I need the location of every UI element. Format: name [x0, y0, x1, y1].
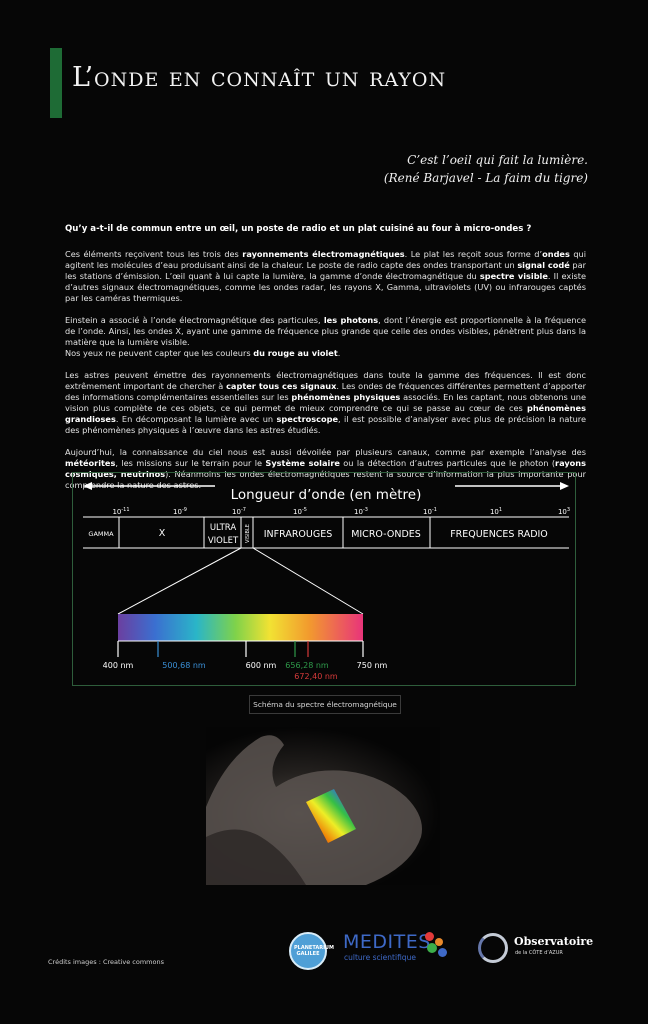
observatoire-logo: Observatoire de la CÔTE d’AZUR [468, 930, 593, 966]
paragraph-4: Aujourd’hui, la connaissance du ciel nou… [65, 447, 587, 490]
svg-text:10-9: 10-9 [173, 507, 187, 516]
article: Qu’y a-t-il de commun entre un œil, un p… [65, 224, 586, 502]
label-500nm: 500,68 nm [162, 661, 206, 670]
medites-logo-subtitle: culture scientifique [344, 953, 416, 962]
band-microwave: MICRO-ONDES [351, 529, 421, 540]
observatoire-logo-name: Observatoire [514, 935, 594, 948]
observatoire-logo-subtitle: de la CÔTE d’AZUR [515, 950, 563, 956]
paragraph-3: Les astres peuvent émettre des rayonneme… [65, 370, 587, 435]
label-750nm: 750 nm [357, 661, 388, 670]
medites-dot-orange [435, 938, 443, 946]
band-ultra: ULTRA [210, 523, 237, 533]
spectrum-caption: Schéma du spectre électromagnétique [249, 695, 401, 714]
label-600nm: 600 nm [246, 661, 277, 670]
medites-logo: MEDITES culture scientifique [343, 928, 453, 968]
svg-text:10-1: 10-1 [423, 507, 437, 516]
planetarium-logo-text: PLANETARIUM GALILEE [294, 945, 334, 957]
label-400nm: 400 nm [103, 661, 134, 670]
quote-author: (René Barjavel - La faim du tigre) [383, 171, 588, 185]
page-title: L’onde en connaît un rayon [72, 62, 447, 93]
quote-text: C’est l’oeil qui fait la lumière. [407, 153, 588, 167]
band-labels: GAMMA X ULTRA VIOLET VISIBLE INFRAROUGES… [88, 523, 547, 546]
image-credits: Crédits images : Creative commons [48, 958, 164, 966]
band-visible: VISIBLE [245, 524, 251, 543]
band-x: X [159, 528, 166, 539]
label-672nm: 672,40 nm [294, 672, 338, 681]
spectrum-svg: Longueur d’onde (en mètre) 10-11 10-9 10… [83, 482, 570, 681]
svg-text:101: 101 [490, 507, 502, 516]
svg-text:10-5: 10-5 [293, 507, 307, 516]
band-gamma: GAMMA [88, 530, 114, 538]
medites-dot-red [425, 932, 434, 941]
observatoire-ring-icon [478, 933, 508, 963]
paragraph-1: Ces éléments reçoivent tous les trois de… [65, 249, 586, 303]
svg-text:103: 103 [558, 507, 570, 516]
paragraph-2: Einstein a associé à l’onde électromagné… [65, 315, 587, 358]
band-infrared: INFRAROUGES [264, 529, 333, 540]
hand-prism-photo [206, 727, 440, 885]
title-accent-bar [50, 48, 62, 118]
rainbow-projection [306, 789, 356, 843]
article-heading: Qu’y a-t-il de commun entre un œil, un p… [65, 224, 532, 234]
visible-spectrum-bar [118, 614, 363, 641]
band-radio: FREQUENCES RADIO [450, 529, 548, 540]
medites-logo-name: MEDITES [343, 931, 431, 953]
planetarium-logo: PLANETARIUM GALILEE [289, 932, 334, 970]
wavelength-labels: 400 nm 500,68 nm 600 nm 656,28 nm 672,40… [103, 661, 388, 681]
axis-title: Longueur d’onde (en mètre) [231, 487, 422, 503]
label-656nm: 656,28 nm [285, 661, 329, 670]
band-violet: VIOLET [208, 536, 239, 546]
medites-dot-blue [438, 948, 447, 957]
quote: C’est l’oeil qui fait la lumière. (René … [384, 151, 588, 187]
tick-labels: 10-11 10-9 10-7 10-5 10-3 10-1 101 103 [112, 507, 570, 516]
svg-text:10-11: 10-11 [112, 507, 129, 516]
spectrum-diagram: Longueur d’onde (en mètre) 10-11 10-9 10… [72, 472, 576, 686]
svg-text:10-3: 10-3 [354, 507, 368, 516]
medites-dot-green [427, 943, 437, 953]
svg-text:10-7: 10-7 [232, 507, 246, 516]
